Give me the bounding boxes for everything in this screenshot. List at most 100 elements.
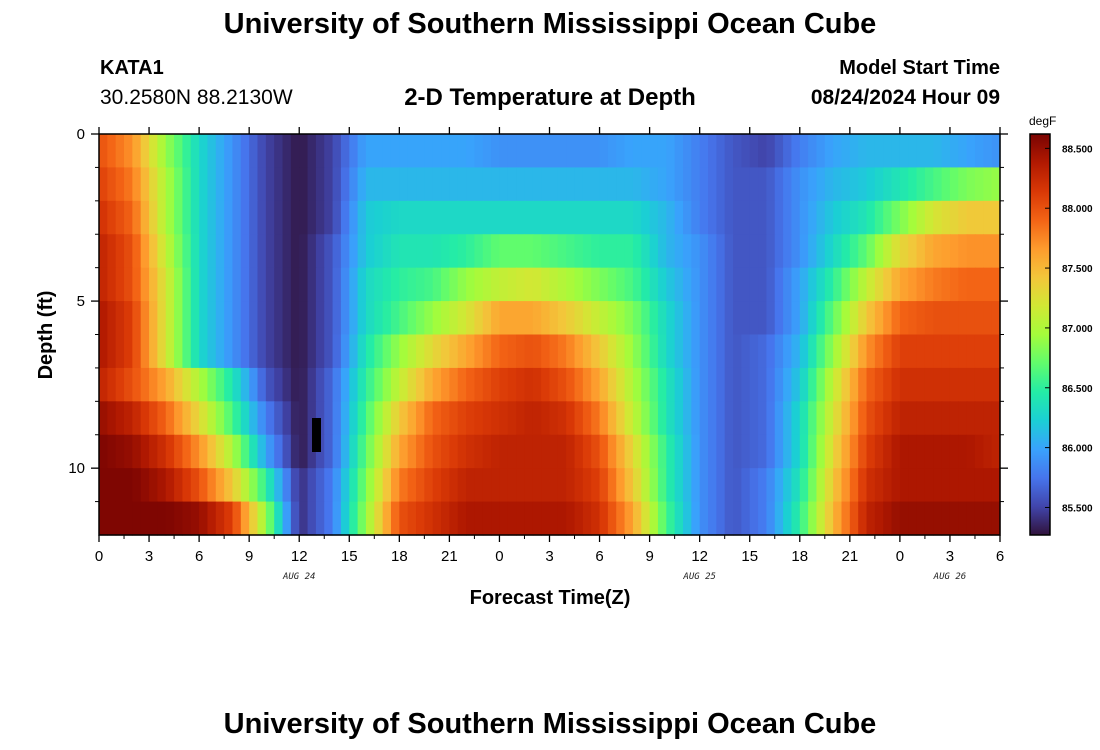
heatmap-cell (265, 200, 275, 235)
heatmap-cell (941, 167, 951, 202)
heatmap-cell (649, 401, 659, 436)
heatmap-cell (165, 401, 175, 436)
heatmap-cell (983, 267, 993, 302)
heatmap-cell (532, 334, 542, 369)
heatmap-cell (432, 334, 442, 369)
heatmap-cell (591, 501, 601, 536)
heatmap-cell (315, 200, 325, 235)
heatmap-cell (783, 200, 793, 235)
heatmap-cell (799, 267, 809, 302)
heatmap-cell (190, 200, 200, 235)
heatmap-cell (165, 234, 175, 269)
heatmap-cell (132, 134, 142, 169)
heatmap-cell (524, 434, 534, 469)
heatmap-cell (691, 434, 701, 469)
heatmap-cell (574, 167, 584, 202)
heatmap-cell (549, 167, 559, 202)
heatmap-cell (816, 401, 826, 436)
heatmap-cell (257, 200, 267, 235)
heatmap-cell (891, 200, 901, 235)
heatmap-cell (766, 334, 776, 369)
heatmap-cell (541, 434, 551, 469)
heatmap-cell (758, 134, 767, 169)
heatmap-cell (599, 401, 609, 436)
heatmap-cell (649, 167, 659, 202)
heatmap-cell (524, 367, 534, 402)
heatmap-cell (824, 401, 834, 436)
heatmap-cell (574, 200, 584, 235)
heatmap-cell (240, 167, 250, 202)
heatmap-cell (883, 167, 893, 202)
heatmap-cell (949, 334, 959, 369)
heatmap-cell (566, 301, 576, 336)
heatmap-cell (290, 267, 300, 302)
heatmap-cell (224, 267, 234, 302)
heatmap-cell (207, 468, 217, 503)
heatmap-cell (657, 401, 667, 436)
heatmap-cell (324, 367, 334, 402)
heatmap-cell (624, 234, 634, 269)
heatmap-cell (766, 134, 776, 169)
heatmap-cell (808, 367, 818, 402)
heatmap-cell (390, 200, 400, 235)
heatmap-cell (124, 367, 133, 402)
heatmap-cell (165, 301, 175, 336)
heatmap-cell (499, 134, 509, 169)
heatmap-cell (441, 301, 450, 336)
colorbar-ticks: 88.500 88.000 87.500 87.000 86.500 86.000 85.5… (1045, 144, 1093, 514)
heatmap-cell (315, 468, 325, 503)
heatmap-cell (507, 267, 517, 302)
heatmap-cell (758, 167, 767, 202)
heatmap-cell (457, 334, 467, 369)
heatmap-cell (190, 167, 200, 202)
heatmap-cell (524, 401, 534, 436)
heatmap-cell (449, 367, 459, 402)
heatmap-cell (616, 301, 626, 336)
heatmap-cell (774, 134, 784, 169)
heatmap-cell (449, 468, 459, 503)
heatmap-cell (591, 134, 601, 169)
heatmap-cell (215, 401, 225, 436)
heatmap-cell (591, 200, 601, 235)
heatmap-cell (382, 301, 392, 336)
heatmap-cell (499, 200, 509, 235)
heatmap-cell (791, 434, 801, 469)
y-axis: 0 5 10 (68, 126, 1008, 503)
heatmap-cell (699, 367, 709, 402)
heatmap-cell (507, 468, 517, 503)
heatmap-cell (574, 367, 584, 402)
heatmap-cell (749, 401, 759, 436)
heatmap-cell (215, 167, 225, 202)
heatmap-cell (365, 434, 375, 469)
heatmap-cell (649, 434, 659, 469)
heatmap-cell (157, 501, 167, 536)
heatmap-cell (824, 434, 834, 469)
heatmap-cell (390, 334, 400, 369)
heatmap-cell (724, 267, 734, 302)
heatmap-cell (307, 501, 317, 536)
heatmap-cell (774, 267, 784, 302)
heatmap-cell (274, 267, 284, 302)
heatmap-cell (949, 200, 959, 235)
heatmap-cell (524, 134, 534, 169)
heatmap-cell (941, 401, 951, 436)
heatmap-cell (474, 167, 484, 202)
heatmap-cell (974, 334, 984, 369)
heatmap-cell (883, 234, 893, 269)
heatmap-cell (566, 167, 576, 202)
heatmap-cell (240, 367, 250, 402)
heatmap-cell (332, 367, 342, 402)
heatmap-cell (883, 334, 893, 369)
heatmap-cell (766, 468, 776, 503)
heatmap-cell (624, 167, 634, 202)
heatmap-cell (257, 301, 267, 336)
heatmap-cell (766, 367, 776, 402)
heatmap-cell (941, 334, 951, 369)
heatmap-cell (649, 234, 659, 269)
heatmap-cell (824, 167, 834, 202)
heatmap-cell (199, 401, 209, 436)
heatmap-cell (741, 200, 751, 235)
heatmap-cell (257, 167, 267, 202)
heatmap-cell (549, 434, 559, 469)
heatmap-cell (115, 401, 125, 436)
